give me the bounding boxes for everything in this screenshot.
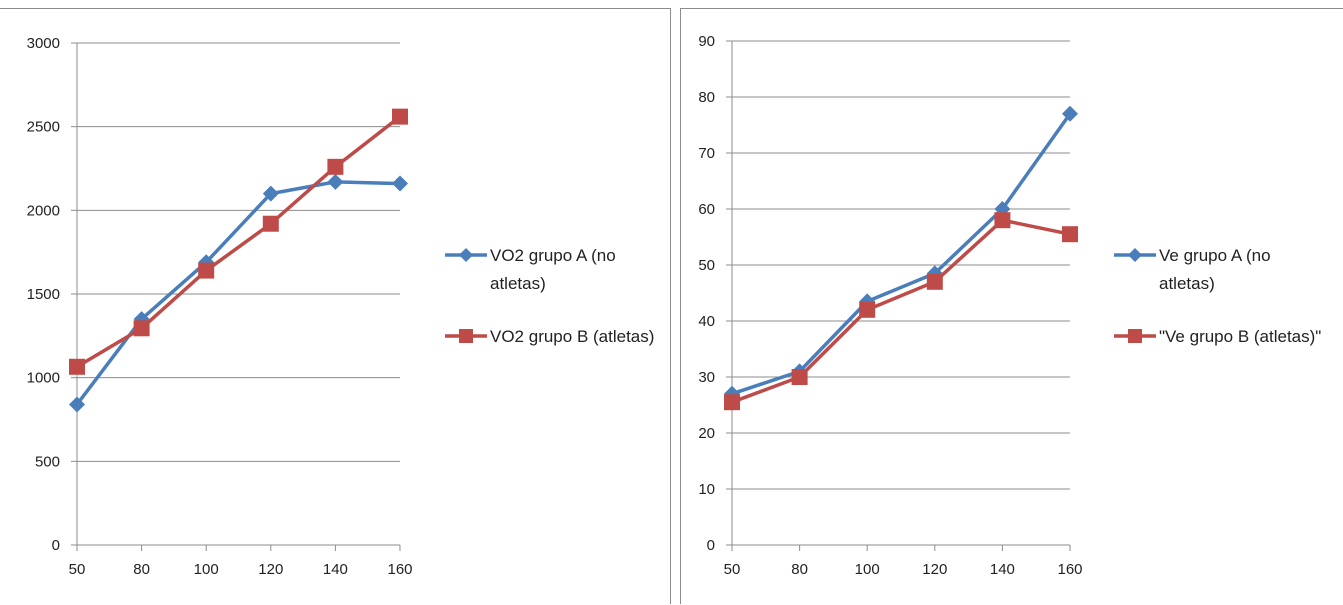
chart-panel-vo2: 0 500 1000 1500 2000 2500 3000 50 80 100 120 140 160… [0,8,671,604]
x-tick-label: 50 [69,561,86,578]
y-tick-label: 30 [698,369,715,386]
series-line [76,115,402,369]
y-tick-label: 50 [698,257,715,274]
legend-marker-square [459,329,473,343]
data-point-diamond [1062,105,1078,122]
legend-marker-square [1128,329,1142,343]
legend-label: Ve grupo A (no [1159,246,1271,265]
data-point-square [1062,226,1078,243]
y-tick-label: 500 [35,453,60,470]
legend-marker-diamond [1128,248,1142,262]
x-tick-label: 120 [258,561,283,578]
data-point-square [69,358,85,375]
x-tick-label: 80 [133,561,150,578]
x-tick-label: 80 [791,561,808,578]
data-point-square [926,273,943,290]
x-tick-label: 120 [922,561,947,578]
data-point-square [198,262,215,279]
y-tick-label: 2000 [27,202,60,219]
legend-label: atletas) [490,274,546,293]
y-tick-label: 3000 [27,35,60,52]
chart-panel-ve: 0 10 20 30 40 50 60 70 80 90 50 80 100 120 140 160 Ve gr… [680,8,1343,604]
data-point-square [791,369,808,385]
data-point-square [327,158,344,175]
data-point-square [392,108,408,125]
series-line [731,218,1071,404]
chart-ve: 0 10 20 30 40 50 60 70 80 90 50 80 100 120 140 160 Ve gr… [698,33,1321,578]
y-tick-label: 0 [52,537,60,554]
y-tick-label: 70 [698,145,715,162]
y-tick-label: 90 [698,33,715,50]
y-tick-label: 60 [698,201,715,218]
x-tick-label: 160 [1057,561,1082,578]
data-point-square [262,215,279,232]
series-line [731,112,1072,396]
x-tick-label: 140 [323,561,348,578]
data-point-diamond [262,185,279,202]
x-tick-label: 160 [387,561,412,578]
legend-label: VO2 grupo A (no [490,246,616,265]
y-tick-label: 40 [698,313,715,330]
data-point-diamond [327,173,344,190]
y-tick-label: 1500 [27,286,60,303]
x-tick-label: 50 [724,561,741,578]
x-tick-label: 140 [990,561,1015,578]
y-tick-label: 1000 [27,370,60,387]
legend-label: VO2 grupo B (atletas) [490,327,654,346]
y-tick-label: 80 [698,89,715,106]
legend-label: "Ve grupo B (atletas)" [1159,327,1321,346]
chart-vo2: 0 500 1000 1500 2000 2500 3000 50 80 100 120 140 160… [27,35,655,578]
y-tick-label: 20 [698,425,715,442]
legend-label: atletas) [1159,274,1215,293]
series-line [75,180,401,406]
x-tick-label: 100 [194,561,219,578]
x-tick-label: 100 [855,561,880,578]
data-point-square [859,301,876,318]
data-point-square [724,394,740,411]
y-tick-label: 0 [707,537,715,554]
data-point-square [994,212,1011,229]
legend-marker-diamond [459,248,473,262]
y-tick-label: 2500 [27,119,60,136]
data-point-diamond [69,396,85,413]
data-point-diamond [392,175,408,192]
y-tick-label: 10 [698,481,715,498]
data-point-square [133,320,150,337]
